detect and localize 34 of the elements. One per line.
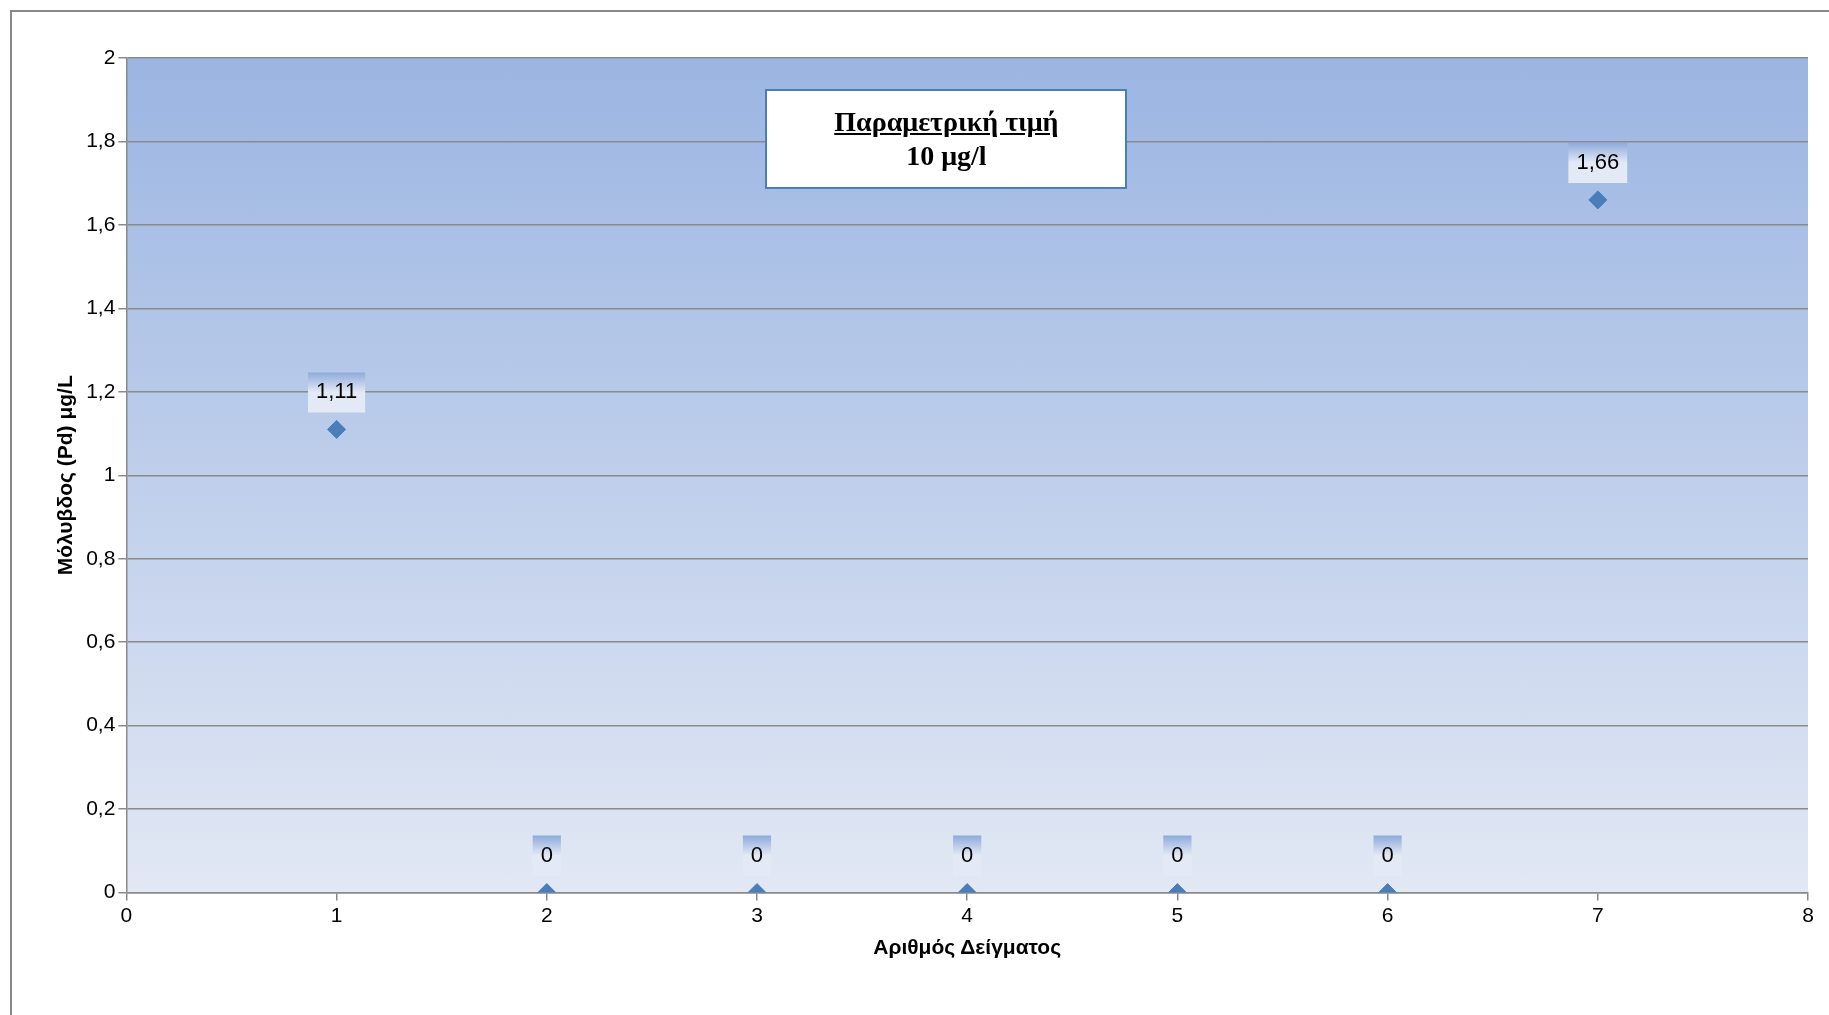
y-tick-label: 1 (103, 462, 116, 486)
x-tick-label: 2 (540, 903, 553, 926)
y-tick-label: 1,8 (86, 128, 116, 152)
y-tick-label: 1,6 (86, 211, 116, 235)
data-label: 0 (961, 841, 974, 867)
annotation: 10 μg/l (905, 139, 988, 173)
x-tick-label: 4 (961, 903, 974, 926)
data-label: 0 (540, 841, 553, 867)
annotation: Παραμετρική τιμή (833, 105, 1060, 139)
y-tick-label: 0,2 (86, 795, 116, 819)
data-label: 0 (750, 841, 764, 867)
data-label: 1,11 (316, 378, 358, 404)
y-tick-label: 0 (103, 879, 116, 903)
x-tick-label: 6 (1381, 903, 1394, 926)
y-tick-label: 0,4 (86, 712, 116, 736)
x-tick-label: 7 (1591, 903, 1604, 926)
data-label: 1,66 (1576, 148, 1620, 174)
x-tick-label: 0 (120, 903, 133, 926)
y-tick-label: 1,4 (86, 295, 116, 319)
x-axis-title: Αριθμός Δείγματος (873, 935, 1062, 960)
x-tick-label: 8 (1802, 903, 1814, 926)
y-axis-title: Μόλυβδος (Pd) μg/L (53, 375, 78, 576)
point (1588, 190, 1608, 210)
point (327, 419, 347, 439)
y-tick-label: 2 (103, 44, 116, 68)
data-label: 0 (1171, 841, 1184, 867)
y-tick-label: 1,2 (86, 378, 116, 402)
y-tick-label: 0,8 (86, 545, 116, 569)
note-box: Παραμετρική τιμή 10 μg/l (765, 89, 1128, 189)
x-tick-label: 5 (1171, 903, 1184, 926)
y-tick-label: 0,6 (86, 629, 116, 653)
x-tick-label: 3 (751, 903, 763, 926)
x-tick-label: 1 (330, 903, 343, 926)
data-label: 0 (1381, 841, 1394, 867)
